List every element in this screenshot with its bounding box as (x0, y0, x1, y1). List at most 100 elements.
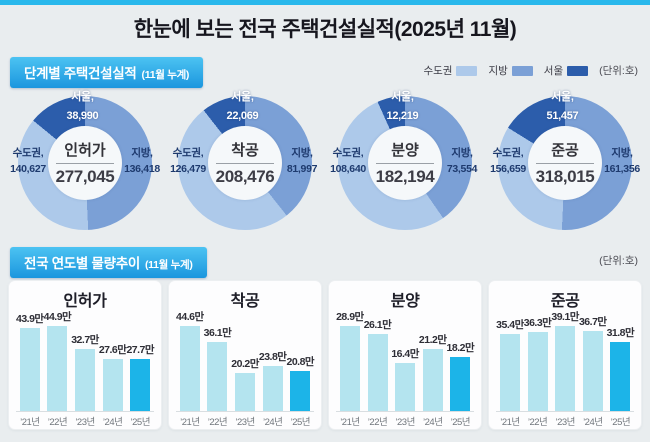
bar-value-label: 23.8만 (258, 351, 287, 363)
bar-slot: 31.8만 (607, 325, 635, 411)
section1-subtitle: (11월 누계) (141, 69, 190, 81)
bar-value-label: 21.2만 (418, 334, 447, 346)
bar-year-axis: ’21년 ’22년 ’23년 ’24년 ’25년 (496, 414, 634, 428)
bar-chart-title: 인허가 (63, 293, 107, 310)
legend-item-label: 수도권 (423, 65, 453, 77)
bar-slot: 20.8만 (286, 354, 315, 411)
bar (262, 366, 283, 411)
bar-value-label: 26.1만 (363, 319, 392, 331)
jibang-label: 지방, 73,554 (434, 146, 490, 178)
legend-item-서울: 서울 (543, 63, 589, 78)
legend-item-label: 지방 (488, 65, 508, 77)
bar-year-label: ’25년 (130, 417, 151, 428)
bar (610, 342, 631, 411)
donut-center: 인허가 277,045 (48, 126, 122, 200)
bar-chart-인허가: 인허가 43.9만 44.9만 32.7만 27.6만 27.7만 ’21년 ’22년 ’23년… (8, 280, 163, 430)
jibang-label-name: 지방, (451, 147, 473, 159)
bar-value-label: 36.3만 (523, 317, 552, 329)
bar-plot: 35.4만 36.3만 39.1만 36.7만 31.8만 (496, 311, 635, 412)
bar-year-label: ’24년 (262, 417, 283, 428)
bar-value-label: 44.6만 (176, 311, 204, 323)
sudogwon-label-value: 140,627 (10, 162, 46, 175)
bar (395, 363, 416, 411)
bar-year-label: ’22년 (527, 417, 548, 428)
bar (179, 326, 200, 411)
bar-value-label: 27.7만 (126, 344, 155, 356)
seoul-label: 서울, 12,219 (387, 88, 419, 125)
bar-plot: 28.9만 26.1만 16.4만 21.2만 18.2만 (336, 311, 475, 412)
bar-chart-title: 착공 (230, 293, 260, 310)
sudogwon-label-name: 수도권, (172, 147, 204, 159)
jibang-label-name: 지방, (611, 147, 633, 159)
bar (47, 326, 68, 411)
bar-year-label: ’25년 (290, 417, 311, 428)
legend-row: 수도권 지방 서울 (단위:호) (423, 63, 638, 78)
bar-year-label: ’23년 (555, 417, 575, 428)
bar-plot: 43.9만 44.9만 32.7만 27.6만 27.7만 (16, 311, 155, 412)
legend-item-지방: 지방 (488, 63, 533, 78)
bar (367, 334, 388, 411)
bar (499, 334, 520, 411)
seoul-label-value: 38,990 (66, 109, 99, 122)
bar (422, 349, 443, 411)
seoul-label: 서울, 22,069 (227, 88, 259, 125)
bar-year-label: ’21년 (20, 417, 40, 428)
bar-value-label: 32.7만 (71, 334, 99, 346)
bar-slot: 21.2만 (419, 332, 447, 411)
bar-slot: 36.3만 (524, 315, 552, 411)
bar-chart-분양: 분양 28.9만 26.1만 16.4만 21.2만 18.2만 ’21년 ’22년 ’23년’… (328, 280, 483, 430)
donut-center-name: 착공 (231, 142, 259, 159)
legend-swatch-지방 (511, 65, 533, 76)
bar-slot: 16.4만 (391, 346, 419, 411)
legend: 수도권 지방 서울 (423, 63, 589, 78)
donut-chart-row: 인허가 277,045 수도권, 140,627 지방, 136,418 서울, 38,990… (10, 86, 640, 240)
bar (102, 359, 123, 411)
bar-year-label: ’23년 (395, 417, 415, 428)
bar-slot: 18.2만 (447, 340, 475, 411)
seoul-label-name: 서울, (391, 91, 414, 103)
bar-value-label: 31.8만 (606, 327, 635, 339)
donut-center-name: 분양 (391, 142, 419, 159)
bar-chart-title: 준공 (550, 293, 580, 310)
bar-value-label: 43.9만 (16, 313, 44, 325)
bar-value-label: 20.8만 (286, 356, 315, 368)
jibang-label: 지방, 136,418 (114, 146, 170, 178)
donut-center-name: 준공 (551, 142, 579, 159)
jibang-label-name: 지방, (291, 147, 313, 159)
legend-swatch-수도권 (456, 65, 478, 76)
donut-center-total: 318,015 (535, 167, 595, 186)
jibang-label: 지방, 81,997 (274, 146, 330, 178)
section1-header-badge: 단계별 주택건설실적 (11월 누계) (10, 57, 204, 88)
seoul-label-value: 12,219 (386, 109, 419, 122)
bar-year-label: ’23년 (235, 417, 255, 428)
bar-slot: 35.4만 (496, 317, 524, 411)
bar-year-label: ’24년 (102, 417, 123, 428)
jibang-label: 지방, 161,356 (594, 146, 650, 178)
bar (450, 357, 471, 411)
bar-value-label: 39.1만 (551, 311, 579, 323)
bar-year-label: ’22년 (207, 417, 228, 428)
donut-center: 준공 318,015 (528, 126, 602, 200)
sudogwon-label: 수도권, 108,640 (320, 146, 376, 178)
bar-year-label: ’22년 (47, 417, 68, 428)
top-accent-strip (0, 0, 650, 5)
donut-ring: 착공 208,476 (178, 96, 312, 230)
donut-chart-인허가: 인허가 277,045 수도권, 140,627 지방, 136,418 서울, 38,990 (10, 86, 160, 240)
bar (19, 328, 40, 411)
bar-plot: 44.6만 36.1만 20.2만 23.8만 20.8만 (176, 311, 315, 412)
bar (130, 359, 151, 411)
bar-value-label: 16.4만 (391, 348, 419, 360)
seoul-label-name: 서울, (231, 91, 254, 103)
bar-slot: 26.1만 (364, 317, 392, 411)
bar (339, 326, 360, 411)
donut-chart-착공: 착공 208,476 수도권, 126,479 지방, 81,997 서울, 22,069 (170, 86, 320, 240)
bar-year-axis: ’21년 ’22년 ’23년 ’24년 ’25년 (176, 414, 314, 428)
legend-item-label: 서울 (543, 65, 564, 77)
bar-year-label: ’25년 (450, 417, 471, 428)
seoul-label-name: 서울, (71, 91, 94, 103)
sudogwon-label-value: 156,659 (490, 162, 526, 175)
sudogwon-label: 수도권, 140,627 (0, 146, 56, 178)
bar-chart-row: 인허가 43.9만 44.9만 32.7만 27.6만 27.7만 ’21년 ’22년 ’23년… (8, 280, 643, 430)
seoul-label-value: 51,457 (546, 109, 579, 122)
